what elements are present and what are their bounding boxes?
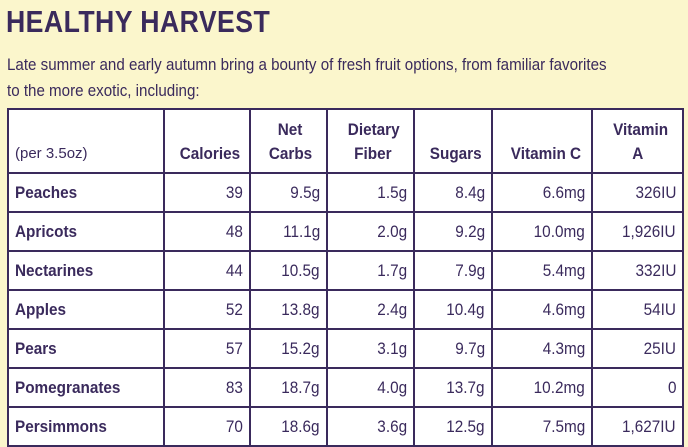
intro-text: Late summer and early autumn bring a bou… (7, 55, 607, 100)
cell-calories: 83 (163, 367, 251, 408)
table-row: Pears 57 15.2g 3.1g 9.7g 4.3mg 25IU (7, 328, 684, 369)
cell-sugars: 7.9g (413, 250, 493, 291)
cell-fiber: 2.4g (326, 289, 415, 330)
cell-calories: 39 (163, 172, 251, 213)
cell-vita: 54IU (591, 289, 684, 330)
table-row: Peaches 39 9.5g 1.5g 8.4g 6.6mg 326IU (7, 172, 684, 213)
cell-vita: 25IU (591, 328, 684, 369)
cell-vitc: 10.0mg (491, 211, 593, 252)
header-sugars: Sugars (413, 108, 493, 174)
table-row: Apples 52 13.8g 2.4g 10.4g 4.6mg 54IU (7, 289, 684, 330)
table-row: Apricots 48 11.1g 2.0g 9.2g 10.0mg 1,926IU (7, 211, 684, 252)
table-row: Persimmons 70 18.6g 3.6g 12.5g 7.5mg 1,627IU (7, 406, 684, 447)
table-row: Nectarines 44 10.5g 1.7g 7.9g 5.4mg 332IU (7, 250, 684, 291)
cell-fiber: 3.6g (326, 406, 415, 447)
cell-sugars: 12.5g (413, 406, 493, 447)
table-header-row: (per 3.5oz) Calories Net Carbs Dietary Fib… (7, 108, 684, 174)
cell-vitc: 4.3mg (491, 328, 593, 369)
header-dietary-fiber: Dietary Fiber (326, 108, 415, 174)
cell-fruit: Apples (7, 289, 165, 330)
table-row: Pomegranates 83 18.7g 4.0g 13.7g 10.2mg 0 (7, 367, 684, 408)
cell-fruit: Pomegranates (7, 367, 165, 408)
cell-fiber: 2.0g (326, 211, 415, 252)
cell-vita: 1,926IU (591, 211, 684, 252)
cell-carbs: 18.6g (249, 406, 328, 447)
cell-calories: 44 (163, 250, 251, 291)
page-title: HEALTHY HARVEST (6, 4, 271, 39)
cell-fruit: Apricots (7, 211, 165, 252)
cell-vitc: 4.6mg (491, 289, 593, 330)
cell-sugars: 13.7g (413, 367, 493, 408)
cell-fiber: 1.5g (326, 172, 415, 213)
cell-calories: 52 (163, 289, 251, 330)
header-vitamin-a: Vitamin A (591, 108, 684, 174)
nutrition-table-container: (per 3.5oz) Calories Net Carbs Dietary Fib… (7, 108, 684, 447)
cell-fiber: 3.1g (326, 328, 415, 369)
cell-carbs: 13.8g (249, 289, 328, 330)
cell-vitc: 5.4mg (491, 250, 593, 291)
header-vitamin-c: Vitamin C (491, 108, 593, 174)
cell-vitc: 6.6mg (491, 172, 593, 213)
cell-vita: 326IU (591, 172, 684, 213)
cell-calories: 70 (163, 406, 251, 447)
cell-calories: 48 (163, 211, 251, 252)
cell-carbs: 10.5g (249, 250, 328, 291)
cell-fruit: Persimmons (7, 406, 165, 447)
cell-vitc: 10.2mg (491, 367, 593, 408)
cell-vita: 332IU (591, 250, 684, 291)
cell-sugars: 10.4g (413, 289, 493, 330)
nutrition-table: (per 3.5oz) Calories Net Carbs Dietary Fib… (7, 108, 684, 447)
cell-sugars: 9.7g (413, 328, 493, 369)
cell-sugars: 9.2g (413, 211, 493, 252)
cell-fiber: 4.0g (326, 367, 415, 408)
cell-carbs: 9.5g (249, 172, 328, 213)
cell-vitc: 7.5mg (491, 406, 593, 447)
cell-fiber: 1.7g (326, 250, 415, 291)
cell-fruit: Peaches (7, 172, 165, 213)
cell-vita: 0 (591, 367, 684, 408)
cell-carbs: 11.1g (249, 211, 328, 252)
cell-carbs: 15.2g (249, 328, 328, 369)
cell-fruit: Pears (7, 328, 165, 369)
cell-calories: 57 (163, 328, 251, 369)
header-net-carbs: Net Carbs (249, 108, 328, 174)
cell-vita: 1,627IU (591, 406, 684, 447)
cell-fruit: Nectarines (7, 250, 165, 291)
cell-carbs: 18.7g (249, 367, 328, 408)
header-calories: Calories (163, 108, 251, 174)
cell-sugars: 8.4g (413, 172, 493, 213)
header-serving: (per 3.5oz) (7, 108, 165, 174)
